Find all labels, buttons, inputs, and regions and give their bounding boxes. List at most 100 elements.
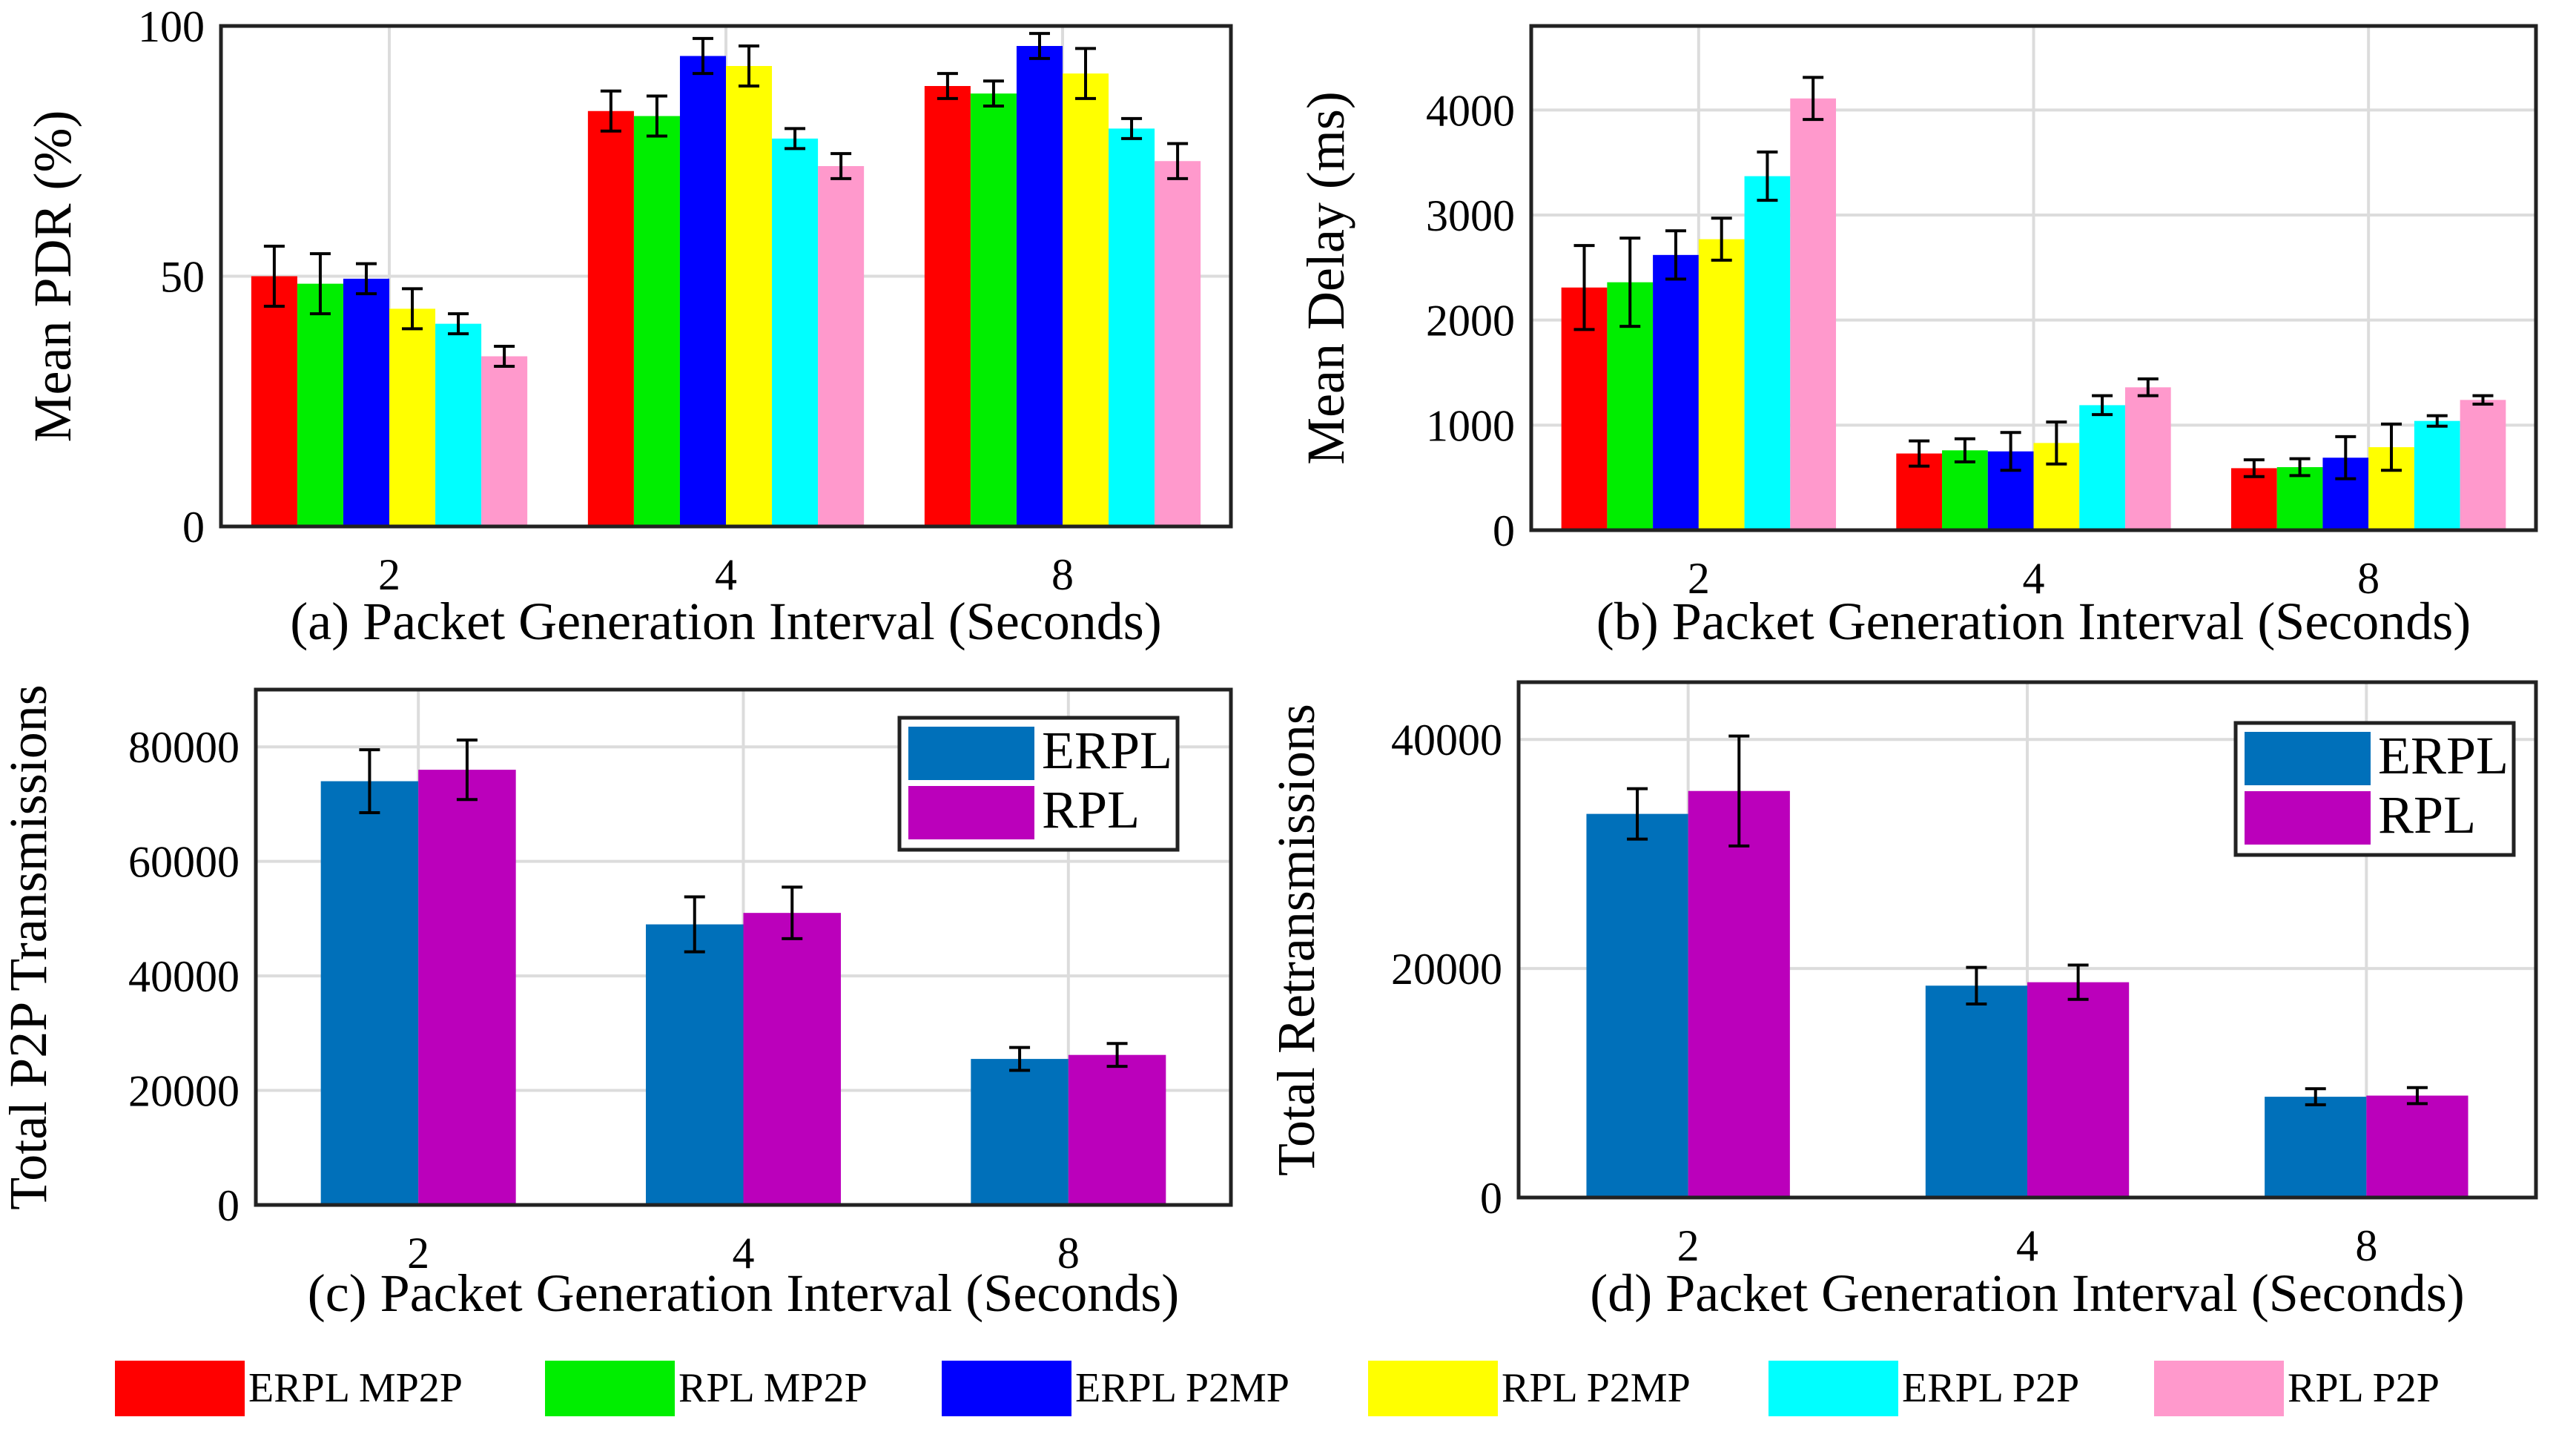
bar-rpl-p2p-4 xyxy=(2124,387,2171,530)
bar-rpl-p2p-8 xyxy=(1155,161,1201,526)
x-tick-label: 8 xyxy=(2357,554,2380,603)
panel-caption: (c) Packet Generation Interval (Seconds) xyxy=(308,1264,1179,1323)
bar-rpl-p2mp-4 xyxy=(726,66,773,526)
x-tick-label: 2 xyxy=(1677,1221,1700,1270)
panel-caption: (b) Packet Generation Interval (Seconds) xyxy=(1596,592,2471,651)
y-tick-label: 1000 xyxy=(1426,401,1515,450)
panel-caption: (d) Packet Generation Interval (Seconds) xyxy=(1590,1264,2465,1323)
legend-swatch xyxy=(2245,732,2371,785)
y-tick-label: 60000 xyxy=(128,838,240,887)
bar-rpl-p2mp-2 xyxy=(1698,239,1745,530)
legend-label: ERPL P2P xyxy=(1902,1365,2079,1411)
bar-erpl-p2p-2 xyxy=(435,323,482,526)
x-tick-label: 8 xyxy=(1051,550,1074,599)
legend-swatch xyxy=(1368,1361,1498,1416)
legend-swatch xyxy=(1768,1361,1898,1416)
bar-rpl-p2p-2 xyxy=(481,356,528,526)
y-axis-label: Total Retransmissions xyxy=(1266,704,1326,1176)
legend-swatch xyxy=(2154,1361,2284,1416)
x-tick-label: 4 xyxy=(715,550,737,599)
bar-erpl-2 xyxy=(320,781,419,1205)
legend-label: RPL xyxy=(1042,780,1140,839)
y-axis-label: Mean Delay (ms) xyxy=(1296,91,1355,465)
bar-erpl-mp2p-4 xyxy=(587,110,634,526)
y-tick-label: 0 xyxy=(1493,506,1515,555)
bar-rpl-p2p-8 xyxy=(2460,400,2506,530)
chart-panel-b: 0 1000 2000 3000 4000 2 4 8 Mean Delay (ms) (b) P… xyxy=(1296,24,2538,651)
bar-erpl-2 xyxy=(1586,813,1688,1198)
bar-erpl-p2mp-4 xyxy=(679,56,726,526)
bar-erpl-p2p-4 xyxy=(2079,405,2125,530)
plot-frame xyxy=(254,687,1233,1207)
x-tick-label: 2 xyxy=(378,550,400,599)
bar-rpl-8 xyxy=(1068,1054,1166,1205)
legend-swatch xyxy=(908,727,1034,780)
bar-erpl-p2p-2 xyxy=(1744,176,1791,531)
bar-erpl-8 xyxy=(971,1059,1069,1205)
bar-erpl-8 xyxy=(2265,1097,2367,1198)
y-tick-label: 2000 xyxy=(1426,297,1515,346)
bar-rpl-mp2p-8 xyxy=(2276,467,2323,530)
legend-swatch xyxy=(2245,791,2371,845)
bar-erpl-p2mp-2 xyxy=(1653,254,1699,530)
legend-label: RPL P2MP xyxy=(1502,1365,1691,1411)
plot-frame xyxy=(1516,680,2538,1200)
bar-erpl-mp2p-2 xyxy=(251,276,297,526)
bar-rpl-p2p-2 xyxy=(1790,98,1837,530)
bar-rpl-mp2p-4 xyxy=(1942,450,1988,530)
panel-caption: (a) Packet Generation Interval (Seconds) xyxy=(290,592,1161,651)
chart-panel-a: 0 50 100 2 4 8 Mean PDR (%) (a) Packet Generati… xyxy=(23,2,1233,651)
x-tick-label: 2 xyxy=(407,1229,429,1278)
bar-erpl-p2p-4 xyxy=(772,138,819,526)
y-tick-label: 40000 xyxy=(1391,716,1502,764)
bar-rpl-2 xyxy=(1688,790,1790,1198)
x-tick-label: 8 xyxy=(2355,1221,2377,1270)
plot-frame xyxy=(219,24,1233,529)
bar-erpl-p2mp-8 xyxy=(1016,46,1063,526)
figure-legend: ERPL MP2P RPL MP2P ERPL P2MP RPL P2MP ERPL P… xyxy=(115,1361,2440,1416)
y-tick-label: 3000 xyxy=(1426,191,1515,240)
bar-erpl-p2mp-2 xyxy=(343,278,389,526)
bar-erpl-p2p-8 xyxy=(2414,420,2460,530)
x-tick-label: 4 xyxy=(2016,1221,2038,1270)
y-tick-label: 4000 xyxy=(1426,86,1515,135)
y-tick-label: 40000 xyxy=(128,952,240,1001)
bar-rpl-4 xyxy=(2027,982,2130,1198)
legend-label: ERPL P2MP xyxy=(1075,1365,1289,1411)
legend-label: ERPL MP2P xyxy=(248,1365,463,1411)
x-tick-label: 8 xyxy=(1057,1229,1080,1278)
y-tick-label: 20000 xyxy=(128,1067,240,1116)
legend-label: RPL xyxy=(2378,785,2476,845)
y-tick-label: 20000 xyxy=(1391,945,1502,994)
bar-rpl-mp2p-8 xyxy=(970,93,1017,526)
y-axis-label: Total P2P Transmissions xyxy=(0,684,58,1210)
x-tick-label: 2 xyxy=(1688,554,1710,603)
bar-erpl-4 xyxy=(1925,985,2027,1198)
bar-rpl-2 xyxy=(418,770,516,1205)
y-tick-label: 100 xyxy=(138,2,205,51)
bar-erpl-p2p-8 xyxy=(1109,128,1155,526)
plot-frame xyxy=(1529,24,2538,532)
bar-rpl-8 xyxy=(2366,1095,2468,1198)
legend-label: ERPL xyxy=(2378,726,2509,785)
bar-rpl-mp2p-4 xyxy=(633,116,680,526)
legend-label: RPL P2P xyxy=(2288,1365,2440,1411)
y-tick-label: 0 xyxy=(182,503,205,552)
y-tick-label: 50 xyxy=(160,253,205,302)
y-tick-label: 0 xyxy=(1480,1174,1502,1223)
x-tick-label: 4 xyxy=(2023,554,2045,603)
legend-swatch xyxy=(908,786,1034,839)
bar-rpl-4 xyxy=(743,913,841,1205)
bar-rpl-p2mp-2 xyxy=(389,308,436,526)
y-axis-label: Mean PDR (%) xyxy=(23,110,82,443)
x-tick-label: 4 xyxy=(733,1229,755,1278)
legend-label: RPL MP2P xyxy=(678,1365,868,1411)
bar-rpl-p2mp-8 xyxy=(1063,73,1109,526)
bar-rpl-mp2p-2 xyxy=(297,283,343,526)
legend-swatch xyxy=(115,1361,245,1416)
y-tick-label: 80000 xyxy=(128,723,240,772)
bar-erpl-4 xyxy=(646,924,744,1205)
bar-erpl-mp2p-8 xyxy=(2230,468,2277,530)
legend-swatch xyxy=(545,1361,675,1416)
bar-erpl-mp2p-8 xyxy=(924,86,971,526)
